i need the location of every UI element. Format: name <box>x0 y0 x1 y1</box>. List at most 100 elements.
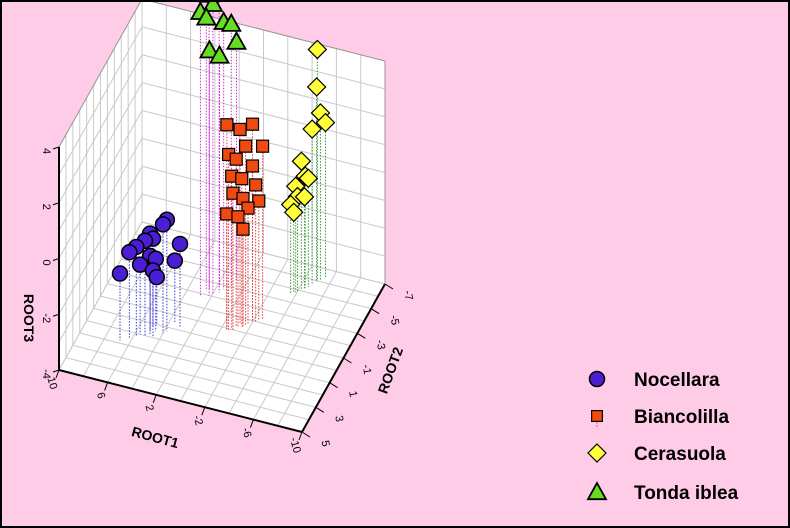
y-tick-label: 3 <box>332 415 345 423</box>
z-tick-label: 4 <box>40 148 52 154</box>
data-point <box>238 139 253 153</box>
legend-label: Biancolilla <box>634 407 729 428</box>
data-point <box>231 210 245 224</box>
legend-marker <box>587 443 607 463</box>
y-tick-mark <box>343 357 352 364</box>
legend-label: Tonda iblea <box>634 483 739 504</box>
legend-item: Cerasuola <box>587 443 726 465</box>
plot-box <box>52 2 394 441</box>
data-point <box>225 30 248 50</box>
y-tick-label: 5 <box>319 439 332 447</box>
z-tick-label: -4 <box>40 369 52 379</box>
x-tick-mark <box>55 369 60 379</box>
z-tick-label: 2 <box>40 204 52 210</box>
data-point <box>241 201 255 215</box>
grid-line <box>141 82 386 146</box>
z-tick-mark <box>52 313 60 317</box>
legend-item: Tonda iblea <box>586 481 739 504</box>
data-point <box>111 265 129 282</box>
data-points <box>111 2 336 286</box>
legend-item: Nocellara <box>588 370 720 391</box>
data-point <box>283 202 304 223</box>
y-tick-mark <box>315 406 325 413</box>
data-point <box>198 39 220 59</box>
data-point <box>249 178 263 192</box>
axis-line <box>58 369 303 433</box>
data-point <box>171 235 189 253</box>
x-tick-label: -10 <box>287 436 303 454</box>
y-tick-label: -7 <box>401 290 415 302</box>
grid-line <box>79 332 323 396</box>
y-tick-mark <box>370 308 380 315</box>
y-tick-mark <box>357 332 366 339</box>
data-point <box>121 243 138 261</box>
data-point <box>586 481 608 501</box>
grid-line <box>65 357 310 421</box>
data-point <box>245 159 260 173</box>
data-point <box>587 443 607 463</box>
grid-line <box>58 82 143 231</box>
data-point <box>229 152 243 166</box>
data-point <box>590 410 603 423</box>
x-tick-label: -2 <box>191 414 205 427</box>
data-point <box>235 172 249 186</box>
grid-line <box>58 138 143 287</box>
x-tick-mark <box>152 394 157 403</box>
y-tick-mark <box>301 431 311 438</box>
data-point <box>233 122 247 137</box>
z-axis-title: ROOT3 <box>21 294 37 342</box>
z-tick-label: 0 <box>40 259 52 265</box>
legend-marker <box>586 481 608 501</box>
x-tick-mark <box>249 419 254 428</box>
data-point <box>148 268 166 286</box>
data-point <box>154 216 172 233</box>
legend-marker <box>588 370 606 388</box>
grid-line <box>141 221 386 285</box>
x-axis-title: ROOT1 <box>130 423 181 451</box>
data-point <box>236 222 250 236</box>
data-point <box>220 12 242 32</box>
y-tick-label: -3 <box>374 339 388 351</box>
data-point <box>166 252 184 269</box>
data-point <box>208 44 231 64</box>
data-point <box>307 39 328 60</box>
data-point <box>202 2 224 12</box>
data-point <box>306 77 327 97</box>
grid-line <box>58 166 143 315</box>
grid-line <box>141 54 386 118</box>
grid-line <box>141 26 386 90</box>
z-tick-label: -2 <box>40 313 52 323</box>
x-tick-mark <box>104 382 109 391</box>
data-point <box>245 117 260 131</box>
legend-marker <box>590 410 603 428</box>
y-tick-mark <box>329 382 338 389</box>
grid-line <box>100 295 344 359</box>
grid-line <box>58 193 143 343</box>
data-point <box>255 139 270 153</box>
x-tick-label: 10 <box>45 376 60 391</box>
y-tick-label: -5 <box>387 314 401 326</box>
grid-line <box>141 193 386 257</box>
box-edge <box>151 2 386 62</box>
grid-line <box>58 110 143 259</box>
box-edge <box>58 2 141 148</box>
data-point <box>195 6 217 26</box>
grid-line <box>58 26 143 176</box>
x-tick-mark <box>201 407 206 416</box>
data-point <box>302 119 322 139</box>
data-point <box>220 207 234 221</box>
data-point <box>315 112 336 133</box>
y-tick-label: -1 <box>360 364 374 376</box>
y-tick-mark <box>384 283 394 290</box>
legend-label: Nocellara <box>634 370 720 391</box>
y-tick-label: 1 <box>346 390 359 398</box>
z-tick-mark <box>52 146 60 150</box>
grid-line <box>72 344 316 408</box>
z-tick-mark <box>52 369 60 373</box>
data-point <box>298 168 319 189</box>
x-tick-label: -6 <box>239 427 253 440</box>
y-axis-title: ROOT2 <box>375 345 407 396</box>
x-tick-label: 2 <box>143 404 156 413</box>
